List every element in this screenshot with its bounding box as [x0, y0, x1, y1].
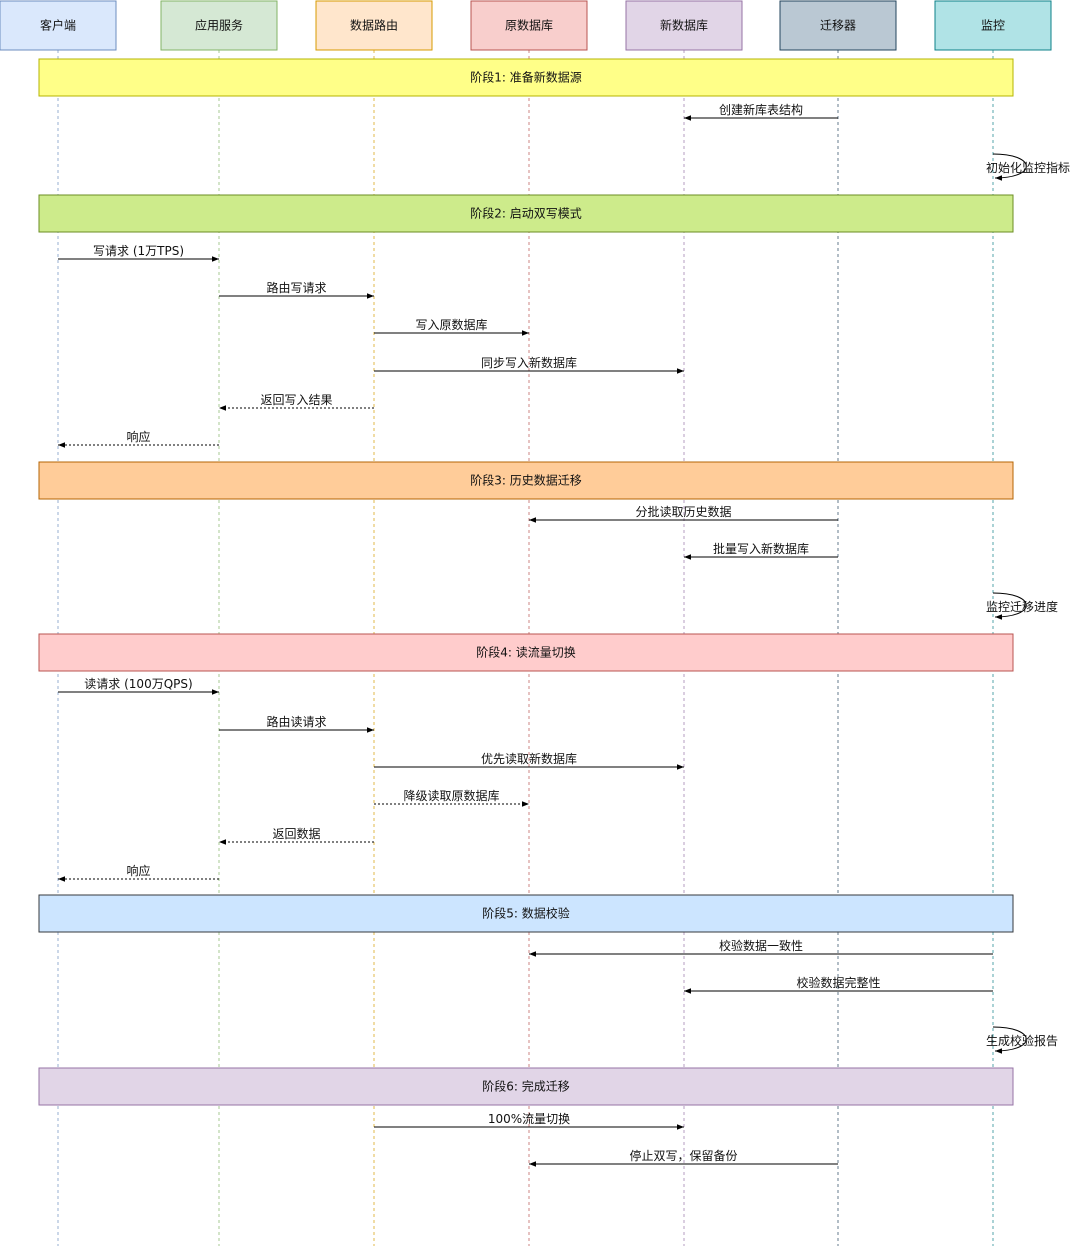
message-label: 响应	[126, 863, 150, 878]
message-13: 路由读请求	[219, 714, 374, 733]
message-label: 校验数据一致性	[719, 938, 803, 953]
participant-migrator: 迁移器	[779, 0, 897, 51]
message-label: 停止双写，保留备份	[629, 1148, 737, 1163]
phase-1: 阶段1: 准备新数据源	[38, 58, 1014, 97]
participant-monitor: 监控	[934, 0, 1052, 51]
phase-label: 阶段5: 数据校验	[482, 906, 570, 921]
message-1: 创建新库表结构	[684, 102, 838, 121]
participant-app: 应用服务	[160, 0, 278, 51]
participant-box	[470, 0, 588, 51]
phase-2: 阶段2: 启动双写模式	[38, 194, 1014, 233]
participant-label: 监控	[981, 19, 1005, 33]
participant-router: 数据路由	[315, 0, 433, 51]
message-21: 100%流量切换	[374, 1112, 684, 1130]
lifelines	[57, 50, 994, 1246]
message-label: 初始化监控指标	[986, 160, 1070, 175]
message-label: 优先读取新数据库	[481, 751, 577, 766]
message-8: 响应	[58, 429, 219, 448]
participant-box	[0, 0, 117, 51]
phase-4: 阶段4: 读流量切换	[38, 633, 1014, 672]
message-label: 降级读取原数据库	[403, 788, 499, 803]
message-label: 返回数据	[272, 826, 320, 841]
message-label: 路由写请求	[266, 280, 326, 295]
message-label: 监控迁移进度	[986, 599, 1058, 614]
participant-box	[779, 0, 897, 51]
self-arrow	[992, 592, 1027, 620]
phase-6: 阶段6: 完成迁移	[38, 1067, 1014, 1106]
message-16: 返回数据	[219, 826, 374, 845]
message-14: 优先读取新数据库	[374, 751, 684, 770]
participant-box	[934, 0, 1052, 51]
participant-client: 客户端	[0, 0, 117, 51]
message-label: 同步写入新数据库	[481, 355, 577, 370]
self-arrow	[992, 1026, 1027, 1054]
participant-box	[625, 0, 743, 51]
participant-label: 原数据库	[505, 18, 553, 33]
participant-label: 应用服务	[195, 18, 243, 33]
phase-box	[38, 58, 1014, 97]
phase-box	[38, 461, 1014, 500]
participant-box	[315, 0, 433, 51]
message-label: 生成校验报告	[986, 1033, 1058, 1048]
message-2: 初始化监控指标	[986, 153, 1070, 181]
message-label: 写请求 (1万TPS)	[93, 244, 184, 258]
message-12: 读请求 (100万QPS)	[58, 677, 219, 695]
message-10: 批量写入新数据库	[684, 541, 838, 560]
participant-newdb: 新数据库	[625, 0, 743, 51]
phase-label: 阶段4: 读流量切换	[476, 645, 576, 660]
participant-box	[160, 0, 278, 51]
participant-label: 迁移器	[820, 19, 856, 33]
phase-label: 阶段2: 启动双写模式	[470, 206, 582, 221]
phase-box	[38, 633, 1014, 672]
phase-box	[38, 894, 1014, 933]
message-15: 降级读取原数据库	[374, 788, 529, 807]
message-4: 路由写请求	[219, 280, 374, 299]
phase-5: 阶段5: 数据校验	[38, 894, 1014, 933]
message-5: 写入原数据库	[374, 317, 529, 336]
message-label: 返回写入结果	[260, 393, 332, 407]
message-7: 返回写入结果	[219, 393, 374, 411]
message-22: 停止双写，保留备份	[529, 1148, 838, 1167]
message-label: 分批读取历史数据	[635, 504, 731, 519]
message-6: 同步写入新数据库	[374, 355, 684, 374]
message-label: 读请求 (100万QPS)	[84, 677, 192, 691]
message-19: 校验数据完整性	[684, 975, 993, 994]
participant-label: 客户端	[40, 18, 76, 33]
message-label: 创建新库表结构	[719, 102, 803, 117]
message-20: 生成校验报告	[986, 1026, 1058, 1054]
message-9: 分批读取历史数据	[529, 504, 838, 523]
message-3: 写请求 (1万TPS)	[58, 244, 219, 262]
phase-label: 阶段1: 准备新数据源	[470, 70, 582, 85]
phase-box	[38, 194, 1014, 233]
message-18: 校验数据一致性	[529, 938, 993, 957]
message-label: 写入原数据库	[415, 317, 487, 332]
participants: 客户端 应用服务 数据路由 原数据库 新数据库 迁移器 监控	[0, 0, 1052, 51]
phase-box	[38, 1067, 1014, 1106]
phase-3: 阶段3: 历史数据迁移	[38, 461, 1014, 500]
phase-label: 阶段3: 历史数据迁移	[470, 473, 582, 488]
phase-label: 阶段6: 完成迁移	[482, 1079, 570, 1094]
participant-label: 新数据库	[660, 18, 708, 33]
participant-label: 数据路由	[350, 18, 398, 33]
message-label: 校验数据完整性	[796, 975, 880, 990]
message-label: 路由读请求	[266, 714, 326, 729]
message-label: 100%流量切换	[488, 1112, 570, 1126]
message-label: 批量写入新数据库	[713, 541, 809, 556]
message-11: 监控迁移进度	[986, 592, 1058, 620]
message-17: 响应	[58, 863, 219, 882]
self-arrow	[992, 153, 1027, 181]
message-label: 响应	[126, 429, 150, 444]
participant-olddb: 原数据库	[470, 0, 588, 51]
